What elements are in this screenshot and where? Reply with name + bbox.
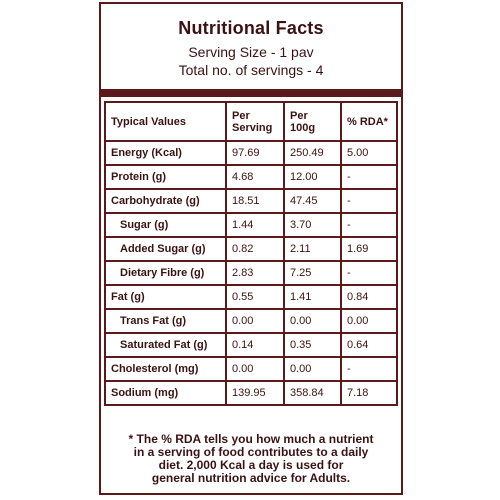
row-label: Saturated Fat (g) (104, 332, 227, 358)
per-serving-value: 0.55 (225, 284, 285, 310)
table-row: Sugar (g) 1.44 3.70 - (104, 212, 398, 238)
per-100g-value: 0.00 (283, 356, 342, 382)
per-serving-value: 0.00 (225, 308, 285, 334)
nutrition-facts-panel: Nutritional Facts Serving Size - 1 pav T… (99, 2, 403, 495)
per-100g-value: 12.00 (283, 164, 342, 190)
rda-value: - (340, 356, 398, 382)
nutrition-header: Nutritional Facts Serving Size - 1 pav T… (101, 4, 401, 92)
per-serving-value: 1.44 (225, 212, 285, 238)
page-title: Nutritional Facts (178, 18, 324, 38)
footnote-line: * The % RDA tells you how much a nutrien… (128, 432, 374, 446)
header-divider (101, 89, 401, 97)
rda-value: 7.18 (340, 380, 398, 406)
nutrition-table: Typical Values Per Serving Per 100g % RD… (104, 101, 398, 406)
per-serving-value: 0.00 (225, 356, 285, 382)
table-header-row: Typical Values Per Serving Per 100g % RD… (104, 101, 398, 142)
total-servings: Total no. of servings - 4 (178, 62, 324, 78)
rda-value: - (340, 260, 398, 286)
per-serving-value: 0.82 (225, 236, 285, 262)
table-row: Energy (Kcal) 97.69 250.49 5.00 (104, 140, 398, 166)
rda-value: 0.00 (340, 308, 398, 334)
table-row: Saturated Fat (g) 0.14 0.35 0.64 (104, 332, 398, 358)
table-row: Cholesterol (mg) 0.00 0.00 - (104, 356, 398, 382)
per-serving-value: 2.83 (225, 260, 285, 286)
table-row: Added Sugar (g) 0.82 2.11 1.69 (104, 236, 398, 262)
per-100g-value: 1.41 (283, 284, 342, 310)
rda-value: - (340, 164, 398, 190)
row-label: Energy (Kcal) (104, 140, 227, 166)
footnote-line: general nutrition advice for Adults. (151, 471, 351, 485)
row-label: Cholesterol (mg) (104, 356, 227, 382)
row-label: Protein (g) (104, 164, 227, 190)
rda-value: - (340, 188, 398, 214)
row-label: Carbohydrate (g) (104, 188, 227, 214)
footnote-line: in a serving of food contributes to a da… (133, 445, 369, 459)
row-label: Sugar (g) (104, 212, 227, 238)
row-label: Sodium (mg) (104, 380, 227, 406)
table-row: Protein (g) 4.68 12.00 - (104, 164, 398, 190)
table-row: Sodium (mg) 139.95 358.84 7.18 (104, 380, 398, 406)
per-serving-value: 139.95 (225, 380, 285, 406)
column-header-typical-values: Typical Values (104, 101, 227, 142)
per-100g-value: 3.70 (283, 212, 342, 238)
per-100g-value: 0.00 (283, 308, 342, 334)
table-row: Trans Fat (g) 0.00 0.00 0.00 (104, 308, 398, 334)
serving-size: Serving Size - 1 pav (188, 44, 314, 60)
per-100g-value: 250.49 (283, 140, 342, 166)
table-row: Carbohydrate (g) 18.51 47.45 - (104, 188, 398, 214)
per-100g-value: 2.11 (283, 236, 342, 262)
per-serving-value: 4.68 (225, 164, 285, 190)
rda-footnote: * The % RDA tells you how much a nutrien… (109, 433, 393, 485)
column-header-per-serving: Per Serving (225, 101, 285, 142)
column-header-rda: % RDA* (340, 101, 398, 142)
per-serving-value: 0.14 (225, 332, 285, 358)
row-label: Dietary Fibre (g) (104, 260, 227, 286)
per-serving-value: 97.69 (225, 140, 285, 166)
rda-value: - (340, 212, 398, 238)
column-header-per-100g: Per 100g (283, 101, 342, 142)
per-100g-value: 358.84 (283, 380, 342, 406)
table-row: Dietary Fibre (g) 2.83 7.25 - (104, 260, 398, 286)
per-serving-value: 18.51 (225, 188, 285, 214)
per-100g-value: 0.35 (283, 332, 342, 358)
rda-value: 0.64 (340, 332, 398, 358)
rda-value: 5.00 (340, 140, 398, 166)
per-100g-value: 47.45 (283, 188, 342, 214)
row-label: Fat (g) (104, 284, 227, 310)
row-label: Added Sugar (g) (104, 236, 227, 262)
rda-value: 1.69 (340, 236, 398, 262)
per-100g-value: 7.25 (283, 260, 342, 286)
footnote-line: diet. 2,000 Kcal a day is used for (158, 458, 344, 472)
table-row: Fat (g) 0.55 1.41 0.84 (104, 284, 398, 310)
rda-value: 0.84 (340, 284, 398, 310)
row-label: Trans Fat (g) (104, 308, 227, 334)
